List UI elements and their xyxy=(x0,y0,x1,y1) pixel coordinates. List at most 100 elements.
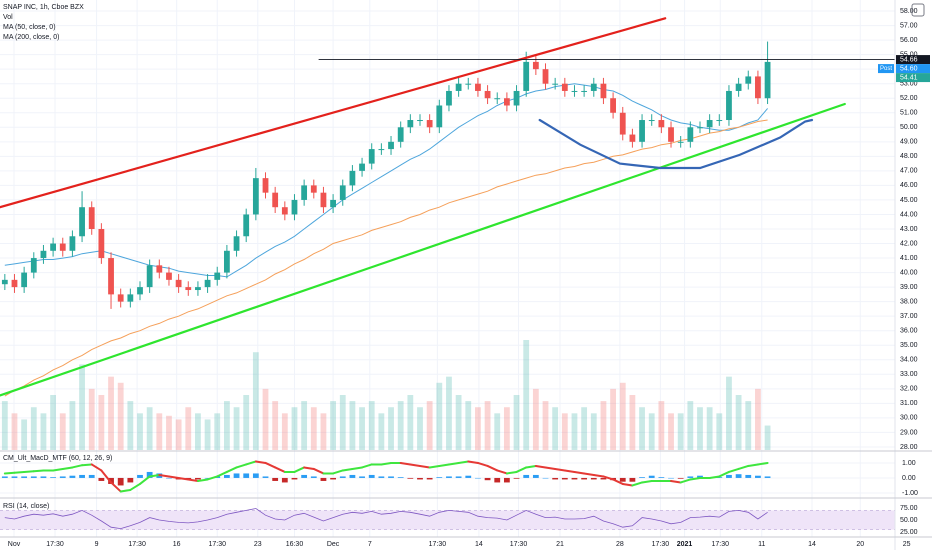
macd-line xyxy=(100,469,113,484)
macd-histogram xyxy=(262,476,269,478)
volume-bar xyxy=(648,413,655,450)
candle-body xyxy=(195,287,201,291)
candle-body xyxy=(494,98,501,100)
candle-body xyxy=(243,214,250,237)
y-tick-label: 0.00 xyxy=(902,475,916,482)
volume-bar xyxy=(726,376,732,450)
macd-line xyxy=(235,463,248,469)
macd-histogram xyxy=(552,477,559,480)
macd-line xyxy=(428,464,441,469)
macd-histogram xyxy=(1,476,8,478)
candle-body xyxy=(146,265,153,288)
volume-bar xyxy=(503,407,510,450)
macd-line xyxy=(380,461,393,466)
macd-histogram xyxy=(668,477,674,479)
macd-histogram xyxy=(378,476,385,478)
legend-entry: MA (200, close, 0) xyxy=(3,34,59,41)
volume-bar xyxy=(465,401,472,450)
volume-bar xyxy=(368,401,375,450)
macd-histogram xyxy=(243,473,250,478)
macd-line xyxy=(612,478,624,485)
volume-bar xyxy=(291,407,298,450)
candle-body xyxy=(137,287,143,295)
macd-histogram xyxy=(426,477,433,480)
pane-title: RSI (14, close) xyxy=(3,503,49,510)
x-tick-label: Nov xyxy=(8,541,21,548)
volume-bar xyxy=(195,413,201,450)
candle-body xyxy=(359,163,365,171)
macd-histogram xyxy=(388,476,394,478)
macd-line xyxy=(293,466,306,473)
volume-bar xyxy=(204,419,211,450)
macd-histogram xyxy=(339,476,346,478)
trendline xyxy=(538,118,814,170)
candle-body xyxy=(503,98,510,106)
volume-bar xyxy=(339,395,346,450)
candle-body xyxy=(687,127,694,142)
settings-icon[interactable] xyxy=(911,3,925,17)
candle-body xyxy=(706,120,713,128)
x-tick-label: 16 xyxy=(173,541,181,548)
y-tick-label: 53.00 xyxy=(900,81,918,88)
candle-body xyxy=(735,83,742,91)
macd-line xyxy=(312,467,325,475)
candle-body xyxy=(349,170,356,186)
candle-body xyxy=(426,120,433,128)
volume-bar xyxy=(223,401,230,450)
candle-body xyxy=(446,90,452,106)
macd-line xyxy=(303,466,315,470)
macd-histogram xyxy=(677,477,684,479)
volume-bar xyxy=(687,401,694,450)
macd-histogram xyxy=(503,477,510,483)
candle-body xyxy=(542,69,549,84)
macd-line xyxy=(631,481,644,487)
volume-bar xyxy=(156,413,163,450)
volume-bar xyxy=(330,401,336,450)
volume-bar xyxy=(310,407,317,450)
volume-bar xyxy=(1,401,8,450)
y-tick-label: 40.00 xyxy=(900,269,918,276)
volume-bar xyxy=(475,407,481,450)
candle-body xyxy=(175,279,182,288)
candle-body xyxy=(166,272,172,280)
volume-bar xyxy=(185,407,192,450)
macd-histogram xyxy=(349,474,356,478)
volume-bar xyxy=(600,401,607,450)
macd-line xyxy=(254,460,267,464)
volume-bar xyxy=(523,340,530,450)
volume-bar xyxy=(243,395,250,450)
indicator-layer xyxy=(0,460,895,530)
moving-average xyxy=(4,119,768,397)
candle-body xyxy=(301,185,308,200)
macd-histogram xyxy=(397,477,404,478)
macd-line xyxy=(332,469,344,475)
macd-line xyxy=(525,464,537,469)
candle-body xyxy=(214,272,221,280)
macd-line xyxy=(32,469,45,473)
x-tick-label: 14 xyxy=(808,541,816,548)
macd-histogram xyxy=(252,473,259,478)
macd-line xyxy=(718,470,730,478)
macd-line xyxy=(177,476,190,481)
candle-body xyxy=(21,272,28,288)
y-tick-label: 34.00 xyxy=(900,357,918,364)
y-tick-label: 1.00 xyxy=(902,460,916,467)
candle-body xyxy=(88,207,95,229)
macd-histogram xyxy=(407,477,414,479)
candle-body xyxy=(745,76,752,84)
x-tick-label: Dec xyxy=(327,541,340,548)
y-tick-label: 43.00 xyxy=(900,226,918,233)
candle-body xyxy=(629,134,636,142)
candle-body xyxy=(648,120,655,122)
macd-line xyxy=(602,475,615,481)
candle-body xyxy=(532,61,539,70)
macd-line xyxy=(196,478,209,482)
y-tick-label: 44.00 xyxy=(900,211,918,218)
y-tick-label: 51.00 xyxy=(900,110,918,117)
candle-body xyxy=(697,127,703,129)
y-tick-label: 28.00 xyxy=(900,444,918,451)
macd-line xyxy=(641,479,653,484)
volume-bar xyxy=(552,407,559,450)
legend-entry: MA (50, close, 0) xyxy=(3,24,56,31)
volume-bar xyxy=(532,388,539,450)
